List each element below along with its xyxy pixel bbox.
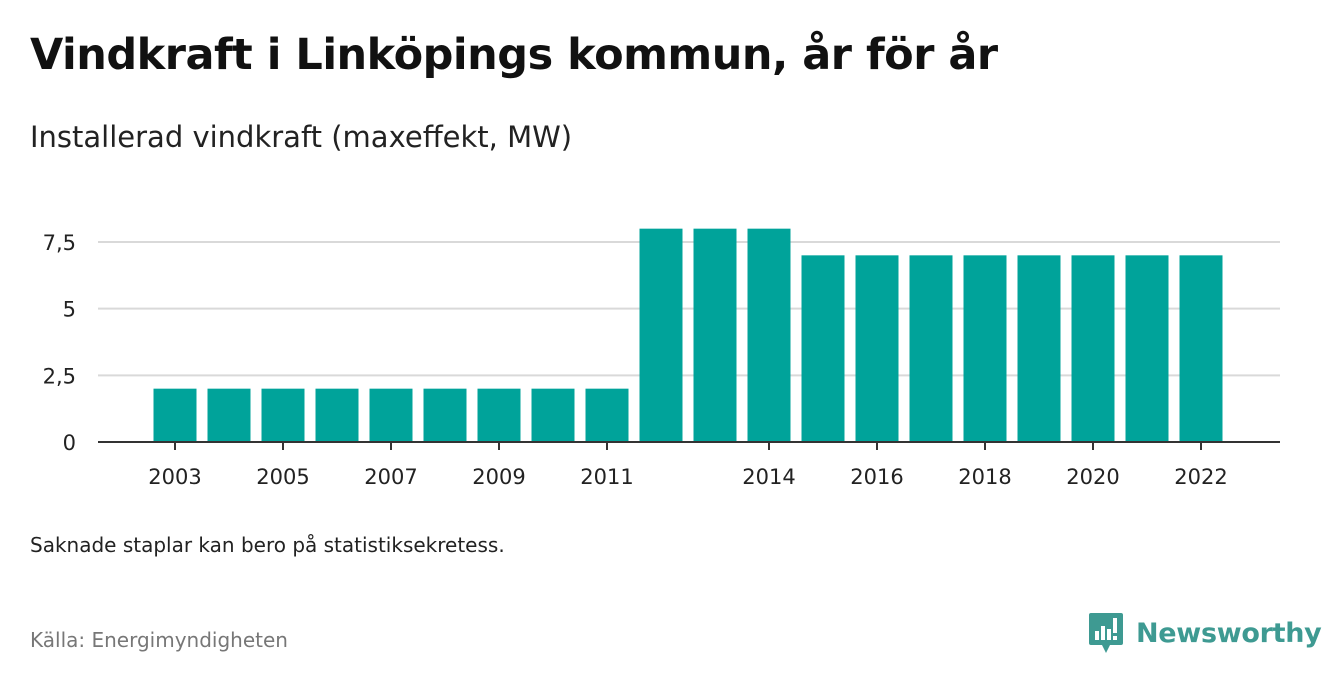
bar-2006: [315, 388, 359, 442]
x-tick-label: 2014: [742, 465, 795, 489]
y-tick-label: 2,5: [43, 364, 76, 388]
bar-2012: [639, 228, 683, 442]
x-tick-label: 2003: [148, 465, 201, 489]
x-tick-label: 2005: [256, 465, 309, 489]
newsworthy-logo-icon: [1089, 613, 1123, 653]
bar-2007: [369, 388, 413, 442]
bar-2022: [1179, 255, 1223, 442]
x-tick-label: 2022: [1174, 465, 1227, 489]
source-label: Källa: Energimyndigheten: [30, 628, 288, 652]
chart-title: Vindkraft i Linköpings kommun, år för år: [30, 30, 998, 80]
bar-2011: [585, 388, 629, 442]
bar-2004: [207, 388, 251, 442]
bar-2020: [1071, 255, 1115, 442]
bar-2009: [477, 388, 521, 442]
y-tick-label: 7,5: [43, 231, 76, 255]
y-tick-label: 5: [63, 298, 76, 322]
bar-2008: [423, 388, 467, 442]
bar-2019: [1017, 255, 1061, 442]
bar-2018: [963, 255, 1007, 442]
x-tick-label: 2018: [958, 465, 1011, 489]
bar-2005: [261, 388, 305, 442]
bar-2016: [855, 255, 899, 442]
y-tick-label: 0: [63, 431, 76, 455]
chart-subtitle: Installerad vindkraft (maxeffekt, MW): [30, 120, 573, 154]
bar-2015: [801, 255, 845, 442]
bar-2021: [1125, 255, 1169, 442]
x-tick-label: 2020: [1066, 465, 1119, 489]
bar-2017: [909, 255, 953, 442]
bar-2014: [747, 228, 791, 442]
bar-chart: 0 2,5 5 7,5 2003 2005 2007 2009 2011 2014 2016 2018…: [43, 228, 1280, 489]
bar-2003: [153, 388, 197, 442]
brand-name: Newsworthy: [1136, 617, 1322, 649]
bar-2010: [531, 388, 575, 442]
x-tick-label: 2007: [364, 465, 417, 489]
bar-2013: [693, 228, 737, 442]
footnote: Saknade staplar kan bero på statistiksek…: [30, 533, 505, 557]
brand-logo: Newsworthy: [1088, 610, 1322, 656]
x-tick-label: 2011: [580, 465, 633, 489]
x-tick-label: 2016: [850, 465, 903, 489]
x-tick-label: 2009: [472, 465, 525, 489]
